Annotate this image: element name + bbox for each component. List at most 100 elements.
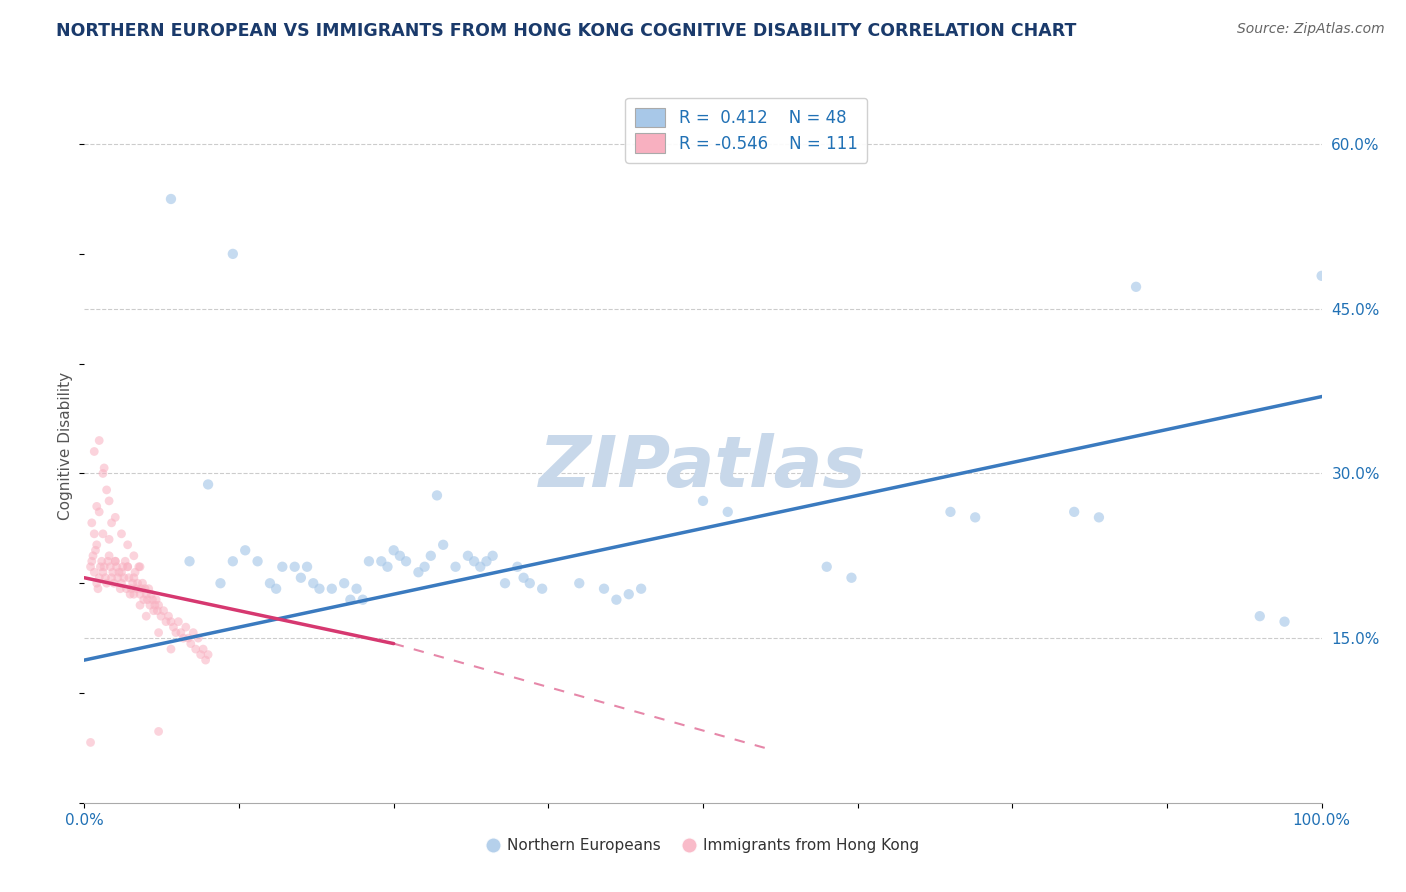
Point [112,571,135,585]
Point [91,566,114,580]
Point [129,598,152,612]
Point [222,247,245,261]
Point [302,576,325,591]
Point [605,592,627,607]
Point [1249,609,1271,624]
Point [290,571,312,585]
Point [413,559,436,574]
Point [135,609,157,624]
Point [1310,268,1333,283]
Point [197,648,219,662]
Point [98,559,121,574]
Point [284,559,307,574]
Point [457,549,479,563]
Point [80,554,103,568]
Point [96,483,118,497]
Text: Source: ZipAtlas.com: Source: ZipAtlas.com [1237,22,1385,37]
Point [494,576,516,591]
Point [80,516,103,530]
Point [157,609,180,624]
Legend: Northern Europeans, Immigrants from Hong Kong: Northern Europeans, Immigrants from Hong… [481,832,925,859]
Point [86,500,108,514]
Point [104,510,127,524]
Point [246,554,269,568]
Point [174,620,197,634]
Point [965,510,987,524]
Point [110,576,132,591]
Point [160,642,183,657]
Point [121,576,143,591]
Point [105,559,128,574]
Point [160,192,183,206]
Point [939,505,962,519]
Text: ZIPatlas: ZIPatlas [540,433,866,502]
Point [519,576,541,591]
Point [717,505,740,519]
Point [222,554,245,568]
Point [110,566,132,580]
Point [352,592,374,607]
Point [94,571,117,585]
Point [426,488,449,502]
Point [91,467,114,481]
Point [209,576,232,591]
Point [129,559,152,574]
Point [122,587,145,601]
Point [346,582,368,596]
Point [117,559,139,574]
Point [475,554,498,568]
Point [308,582,330,596]
Point [89,434,111,448]
Point [419,549,441,563]
Point [1063,505,1085,519]
Point [160,615,183,629]
Point [108,566,131,580]
Point [630,582,652,596]
Point [162,620,184,634]
Point [321,582,343,596]
Point [89,505,111,519]
Point [841,571,863,585]
Point [83,526,105,541]
Point [333,576,356,591]
Point [339,592,361,607]
Point [122,571,145,585]
Point [115,582,138,596]
Point [184,642,207,657]
Point [190,648,212,662]
Point [145,592,167,607]
Point [97,554,120,568]
Point [143,598,166,612]
Y-axis label: Cognitive Disability: Cognitive Disability [58,372,73,520]
Point [481,549,503,563]
Point [104,554,127,568]
Point [148,724,170,739]
Point [82,549,104,563]
Point [463,554,485,568]
Point [111,559,134,574]
Point [172,631,194,645]
Point [148,625,170,640]
Point [181,625,204,640]
Point [432,538,454,552]
Point [114,554,136,568]
Point [93,461,115,475]
Point [120,587,142,601]
Point [152,604,174,618]
Point [118,571,141,585]
Point [692,494,714,508]
Point [271,559,294,574]
Point [815,559,838,574]
Point [177,631,200,645]
Point [395,554,418,568]
Point [103,576,125,591]
Point [408,566,430,580]
Point [155,615,177,629]
Point [141,587,163,601]
Point [124,566,146,580]
Point [191,642,214,657]
Point [86,576,108,591]
Point [98,549,121,563]
Point [170,625,193,640]
Point [139,598,162,612]
